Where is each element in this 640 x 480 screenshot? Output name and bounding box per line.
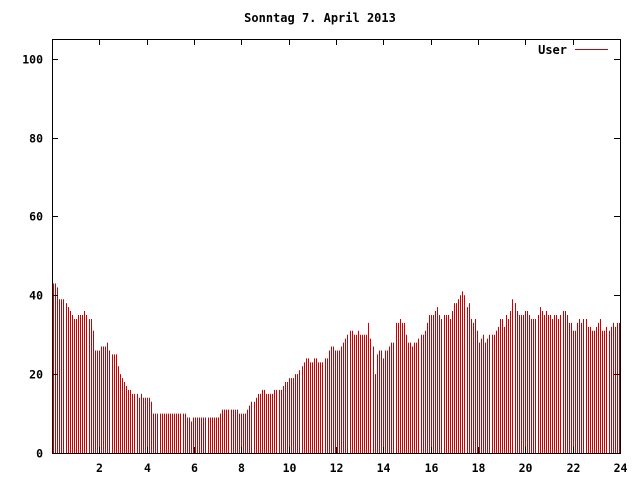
- x-tick-label: 22: [567, 461, 581, 475]
- x-tick-label: 4: [144, 461, 151, 475]
- y-tick-label: 20: [29, 368, 43, 382]
- x-tick-label: 6: [191, 461, 198, 475]
- x-tick-label: 18: [472, 461, 486, 475]
- x-tick-label: 20: [519, 461, 533, 475]
- y-axis: 0 20 40 60 80 100: [22, 53, 620, 461]
- x-tick-label: 8: [238, 461, 245, 475]
- x-tick-label: 24: [614, 461, 628, 475]
- y-tick-label: 40: [29, 289, 43, 303]
- y-tick-label: 100: [22, 53, 43, 67]
- x-tick-label: 16: [425, 461, 439, 475]
- x-axis: 2 4 6 8 10 12 14 16 18 20 22 24: [96, 39, 627, 475]
- x-tick-label: 10: [283, 461, 297, 475]
- legend-label: User: [538, 43, 567, 57]
- x-tick-label: 2: [96, 461, 103, 475]
- y-tick-label: 80: [29, 132, 43, 146]
- chart-title: Sonntag 7. April 2013: [244, 11, 396, 25]
- y-tick-label: 60: [29, 210, 43, 224]
- legend: User: [538, 43, 608, 57]
- x-tick-label: 14: [377, 461, 391, 475]
- y-tick-label: 0: [36, 447, 43, 461]
- x-tick-label: 12: [330, 461, 344, 475]
- bar-series: [53, 283, 620, 453]
